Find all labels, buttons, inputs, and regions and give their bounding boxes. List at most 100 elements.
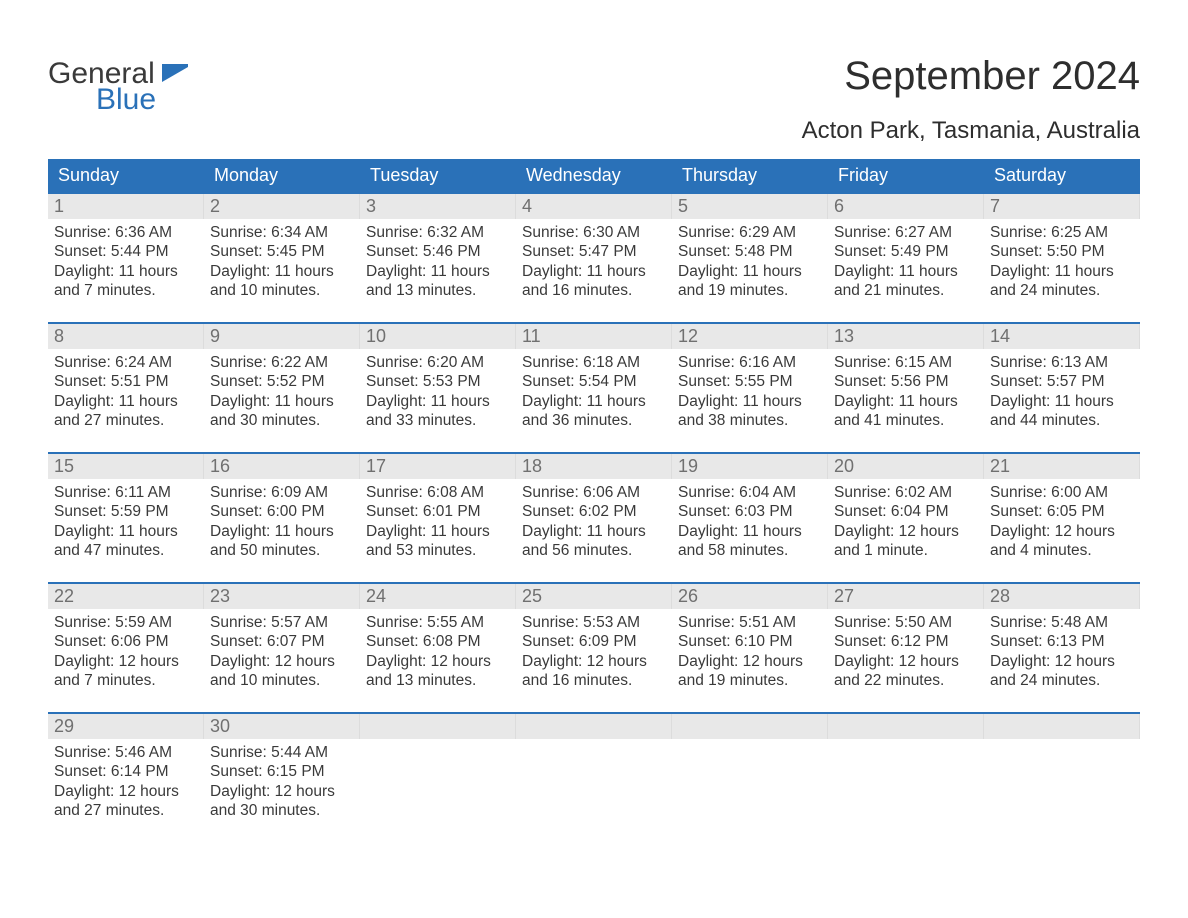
daylight-line2: and 13 minutes. — [366, 671, 510, 690]
daylight-line1: Daylight: 12 hours — [678, 652, 822, 671]
weekday-header: Thursday — [672, 159, 828, 192]
weekday-header-row: SundayMondayTuesdayWednesdayThursdayFrid… — [48, 159, 1140, 192]
daylight-line1: Daylight: 11 hours — [210, 262, 354, 281]
sunrise-text: Sunrise: 5:44 AM — [210, 743, 354, 762]
day-cell: 28Sunrise: 5:48 AMSunset: 6:13 PMDayligh… — [984, 584, 1140, 712]
day-body: Sunrise: 5:46 AMSunset: 6:14 PMDaylight:… — [48, 739, 204, 839]
day-body: Sunrise: 6:30 AMSunset: 5:47 PMDaylight:… — [516, 219, 672, 319]
week-row: 1Sunrise: 6:36 AMSunset: 5:44 PMDaylight… — [48, 192, 1140, 322]
day-body: Sunrise: 5:53 AMSunset: 6:09 PMDaylight:… — [516, 609, 672, 709]
sunset-text: Sunset: 6:02 PM — [522, 502, 666, 521]
daylight-line2: and 30 minutes. — [210, 411, 354, 430]
daylight-line2: and 7 minutes. — [54, 671, 198, 690]
day-body: Sunrise: 6:18 AMSunset: 5:54 PMDaylight:… — [516, 349, 672, 449]
location: Acton Park, Tasmania, Australia — [802, 117, 1140, 145]
day-cell: 29Sunrise: 5:46 AMSunset: 6:14 PMDayligh… — [48, 714, 204, 842]
daylight-line1: Daylight: 11 hours — [834, 392, 978, 411]
sunrise-text: Sunrise: 6:00 AM — [990, 483, 1134, 502]
daylight-line1: Daylight: 11 hours — [990, 262, 1134, 281]
sunrise-text: Sunrise: 5:57 AM — [210, 613, 354, 632]
day-number: 14 — [984, 324, 1140, 349]
day-number: 20 — [828, 454, 984, 479]
day-number: 9 — [204, 324, 360, 349]
daylight-line2: and 16 minutes. — [522, 671, 666, 690]
day-body: Sunrise: 6:22 AMSunset: 5:52 PMDaylight:… — [204, 349, 360, 449]
day-number — [984, 714, 1140, 739]
day-cell: 11Sunrise: 6:18 AMSunset: 5:54 PMDayligh… — [516, 324, 672, 452]
daylight-line2: and 7 minutes. — [54, 281, 198, 300]
day-cell: 7Sunrise: 6:25 AMSunset: 5:50 PMDaylight… — [984, 194, 1140, 322]
daylight-line2: and 41 minutes. — [834, 411, 978, 430]
sunrise-text: Sunrise: 6:15 AM — [834, 353, 978, 372]
day-body: Sunrise: 6:16 AMSunset: 5:55 PMDaylight:… — [672, 349, 828, 449]
daylight-line2: and 56 minutes. — [522, 541, 666, 560]
sunset-text: Sunset: 5:51 PM — [54, 372, 198, 391]
sunset-text: Sunset: 6:15 PM — [210, 762, 354, 781]
daylight-line2: and 36 minutes. — [522, 411, 666, 430]
sunset-text: Sunset: 5:45 PM — [210, 242, 354, 261]
day-body: Sunrise: 6:15 AMSunset: 5:56 PMDaylight:… — [828, 349, 984, 449]
weekday-header: Wednesday — [516, 159, 672, 192]
day-number: 22 — [48, 584, 204, 609]
day-body — [984, 739, 1140, 829]
sunset-text: Sunset: 6:09 PM — [522, 632, 666, 651]
weeks-container: 1Sunrise: 6:36 AMSunset: 5:44 PMDaylight… — [48, 192, 1140, 842]
day-cell — [828, 714, 984, 842]
day-cell: 6Sunrise: 6:27 AMSunset: 5:49 PMDaylight… — [828, 194, 984, 322]
weekday-header: Sunday — [48, 159, 204, 192]
sunrise-text: Sunrise: 6:16 AM — [678, 353, 822, 372]
sunrise-text: Sunrise: 5:50 AM — [834, 613, 978, 632]
daylight-line2: and 19 minutes. — [678, 281, 822, 300]
day-body: Sunrise: 6:36 AMSunset: 5:44 PMDaylight:… — [48, 219, 204, 319]
sunrise-text: Sunrise: 5:53 AM — [522, 613, 666, 632]
daylight-line1: Daylight: 11 hours — [678, 392, 822, 411]
week-row: 29Sunrise: 5:46 AMSunset: 6:14 PMDayligh… — [48, 712, 1140, 842]
sunrise-text: Sunrise: 5:55 AM — [366, 613, 510, 632]
day-number: 26 — [672, 584, 828, 609]
day-cell: 12Sunrise: 6:16 AMSunset: 5:55 PMDayligh… — [672, 324, 828, 452]
day-number: 17 — [360, 454, 516, 479]
daylight-line2: and 38 minutes. — [678, 411, 822, 430]
sunrise-text: Sunrise: 5:48 AM — [990, 613, 1134, 632]
calendar: SundayMondayTuesdayWednesdayThursdayFrid… — [48, 159, 1140, 842]
day-number: 10 — [360, 324, 516, 349]
day-cell: 9Sunrise: 6:22 AMSunset: 5:52 PMDaylight… — [204, 324, 360, 452]
daylight-line1: Daylight: 11 hours — [678, 522, 822, 541]
day-body: Sunrise: 6:02 AMSunset: 6:04 PMDaylight:… — [828, 479, 984, 579]
day-number: 2 — [204, 194, 360, 219]
day-body: Sunrise: 6:04 AMSunset: 6:03 PMDaylight:… — [672, 479, 828, 579]
sunrise-text: Sunrise: 6:29 AM — [678, 223, 822, 242]
sunrise-text: Sunrise: 6:11 AM — [54, 483, 198, 502]
daylight-line2: and 58 minutes. — [678, 541, 822, 560]
day-cell: 3Sunrise: 6:32 AMSunset: 5:46 PMDaylight… — [360, 194, 516, 322]
sunset-text: Sunset: 6:03 PM — [678, 502, 822, 521]
day-cell: 22Sunrise: 5:59 AMSunset: 6:06 PMDayligh… — [48, 584, 204, 712]
day-body: Sunrise: 6:24 AMSunset: 5:51 PMDaylight:… — [48, 349, 204, 449]
day-cell: 17Sunrise: 6:08 AMSunset: 6:01 PMDayligh… — [360, 454, 516, 582]
day-number: 23 — [204, 584, 360, 609]
sunrise-text: Sunrise: 6:24 AM — [54, 353, 198, 372]
sunrise-text: Sunrise: 6:20 AM — [366, 353, 510, 372]
day-number: 12 — [672, 324, 828, 349]
daylight-line1: Daylight: 11 hours — [366, 392, 510, 411]
sunset-text: Sunset: 5:49 PM — [834, 242, 978, 261]
sunset-text: Sunset: 6:10 PM — [678, 632, 822, 651]
day-cell: 18Sunrise: 6:06 AMSunset: 6:02 PMDayligh… — [516, 454, 672, 582]
daylight-line1: Daylight: 11 hours — [834, 262, 978, 281]
weekday-header: Saturday — [984, 159, 1140, 192]
daylight-line2: and 44 minutes. — [990, 411, 1134, 430]
daylight-line1: Daylight: 11 hours — [210, 392, 354, 411]
daylight-line1: Daylight: 12 hours — [210, 652, 354, 671]
day-number: 18 — [516, 454, 672, 479]
day-body: Sunrise: 6:29 AMSunset: 5:48 PMDaylight:… — [672, 219, 828, 319]
day-cell: 27Sunrise: 5:50 AMSunset: 6:12 PMDayligh… — [828, 584, 984, 712]
week-row: 15Sunrise: 6:11 AMSunset: 5:59 PMDayligh… — [48, 452, 1140, 582]
day-cell: 23Sunrise: 5:57 AMSunset: 6:07 PMDayligh… — [204, 584, 360, 712]
day-cell: 16Sunrise: 6:09 AMSunset: 6:00 PMDayligh… — [204, 454, 360, 582]
day-cell: 14Sunrise: 6:13 AMSunset: 5:57 PMDayligh… — [984, 324, 1140, 452]
weekday-header: Monday — [204, 159, 360, 192]
day-number: 4 — [516, 194, 672, 219]
sunset-text: Sunset: 6:05 PM — [990, 502, 1134, 521]
daylight-line2: and 4 minutes. — [990, 541, 1134, 560]
day-number: 7 — [984, 194, 1140, 219]
